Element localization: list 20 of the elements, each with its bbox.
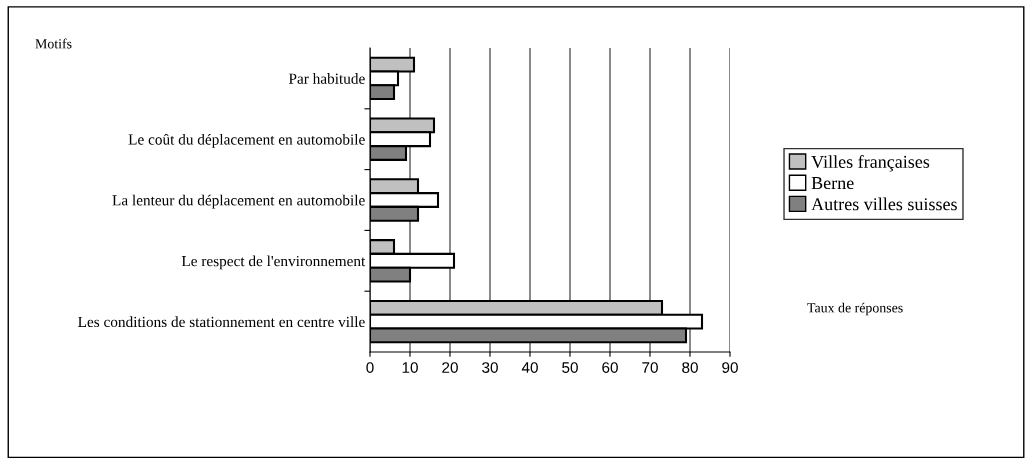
legend-label: Villes françaises — [811, 155, 930, 172]
x-tick-label: 60 — [602, 362, 618, 373]
y-axis-title: Motifs — [35, 38, 72, 49]
x-tick-label: 80 — [682, 362, 698, 373]
x-tick-label: 30 — [482, 362, 498, 373]
x-tick-label: 0 — [366, 362, 374, 373]
y-tick-label: Les conditions de stationnement en centre ville — [78, 316, 365, 328]
x-tick-label: 50 — [562, 362, 578, 373]
y-tick-label: Le respect de l'environnement — [181, 255, 366, 270]
legend-label: Berne — [811, 177, 854, 190]
x-tick-label: 90 — [722, 362, 738, 373]
x-axis-title: Taux de réponses — [807, 302, 903, 316]
y-tick-label: Le coût du déplacement en automobile — [128, 133, 365, 148]
legend-label: Autres villes suisses — [811, 197, 957, 211]
y-tick-label: Par habitude — [288, 73, 365, 84]
x-tick-label: 10 — [402, 362, 418, 373]
x-tick-label: 40 — [521, 362, 538, 373]
x-tick-label: 20 — [442, 362, 458, 373]
x-tick-label: 70 — [642, 362, 658, 373]
y-tick-label: La lenteur du déplacement en automobile — [112, 194, 365, 209]
